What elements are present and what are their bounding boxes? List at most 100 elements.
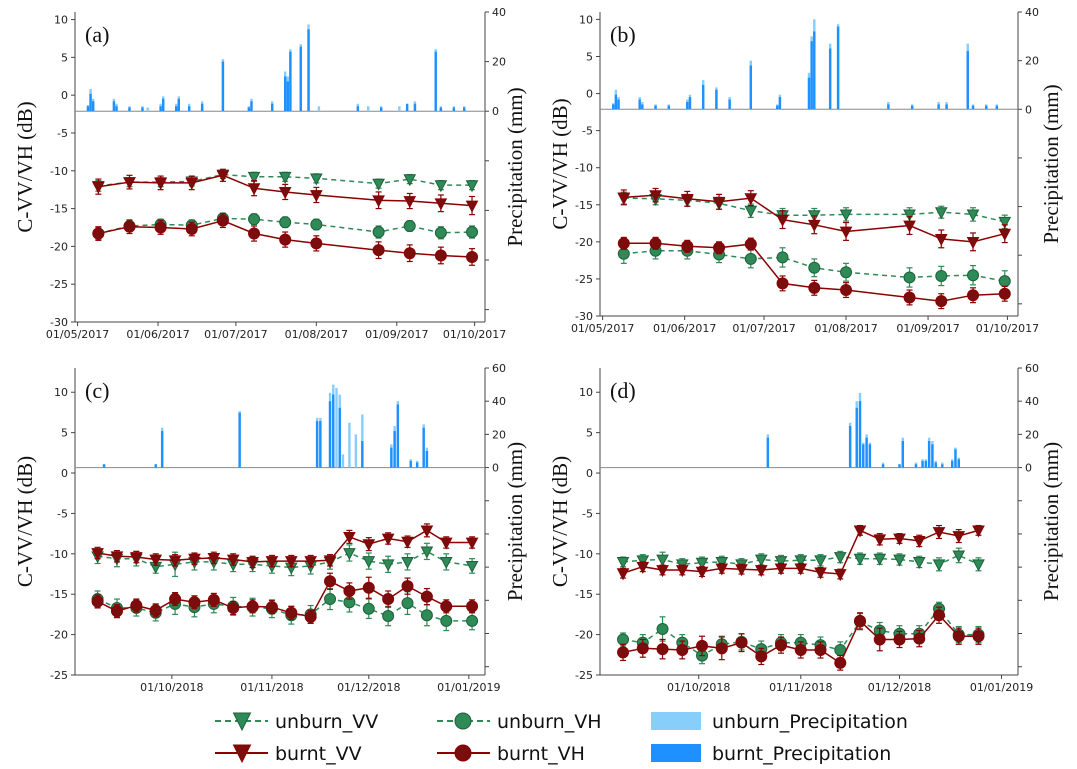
unburn-vv-point <box>278 171 292 184</box>
unburn-vh-point <box>656 622 669 635</box>
burnt-vv-point <box>420 525 434 538</box>
y2-axis-label: Precipitation (mm) <box>1039 442 1063 601</box>
precip-burnt-bar <box>319 421 322 468</box>
unburn-vv-point <box>343 548 356 561</box>
x-tick-label: 01/12/2018 <box>337 681 400 694</box>
precip-burnt-bar <box>393 431 396 468</box>
precip-burnt-bar <box>957 459 960 468</box>
y-tick-label: -20 <box>575 629 593 642</box>
unburn-vh-point <box>967 269 980 282</box>
precip-burnt-bar <box>614 94 618 110</box>
legend-label-unburn-precipitation: unburn_Precipitation <box>712 711 908 733</box>
precip-burnt-bar <box>641 104 644 110</box>
y-axis-label: C-VV/VH (dB) <box>548 456 572 587</box>
precip-burnt-bar <box>141 107 144 112</box>
y-tick-label: 0 <box>586 88 593 101</box>
unburn-vh-point <box>998 275 1011 288</box>
precip-burnt-bar <box>416 462 419 468</box>
precip-burnt-bar <box>413 103 417 112</box>
panel-a: 10 5 0 -5 -10 -15 -20 -25 -30 0 20 40 01/05/2017 01/0… <box>13 6 527 341</box>
precip-burnt-bar <box>89 93 92 112</box>
unburn-vh-point <box>324 593 337 606</box>
unburn-vh-point <box>372 226 385 239</box>
burnt-vv-point <box>853 525 867 538</box>
unburn-vv-point <box>715 556 729 570</box>
legend-label-burnt-vv: burnt_VV <box>275 743 362 765</box>
y-tick-label: 10 <box>54 386 68 399</box>
unburn-vv-point <box>372 178 385 191</box>
x-tick-label: 01/10/2017 <box>443 328 506 341</box>
y2-axis-label: Precipitation (mm) <box>503 87 527 246</box>
precip-burnt-bar <box>937 104 940 110</box>
burnt-vv-point <box>323 555 337 568</box>
y-tick-label: -30 <box>575 310 593 323</box>
burnt-vv-point <box>932 527 946 540</box>
unburn-vv-point <box>839 209 853 222</box>
x-tick-label: 01/06/2017 <box>653 322 716 335</box>
burnt-vh-point <box>362 581 375 594</box>
burnt-vv-point <box>434 198 448 211</box>
precip-burnt-bar <box>836 26 840 110</box>
precip-burnt-bar <box>865 437 868 468</box>
unburn-vv-point <box>656 554 669 567</box>
precip-burnt-bar <box>112 101 116 112</box>
burnt-vh-point <box>324 575 337 588</box>
precip-burnt-bar <box>810 41 813 110</box>
y-tick-label: 0 <box>61 89 68 102</box>
y-tick-label: -5 <box>57 127 68 140</box>
unburn-vv-point <box>774 556 788 569</box>
precip-burnt-bar <box>271 103 274 112</box>
y-tick-label: -5 <box>57 507 68 520</box>
x-tick-label: 01/05/2017 <box>46 328 109 341</box>
burnt-vh-point <box>466 250 479 263</box>
burnt-vh-point <box>207 593 220 606</box>
y2-tick-label: 40 <box>492 6 506 19</box>
y2-tick-label: 20 <box>492 428 506 441</box>
y2-tick-label: 60 <box>492 362 506 375</box>
precip-burnt-bar <box>238 412 241 468</box>
burnt-vh-point <box>775 639 788 652</box>
unburn-vh-point <box>935 269 948 282</box>
burnt-vv-point <box>403 196 417 209</box>
precip-burnt-bar <box>701 84 705 110</box>
unburn-vh-point <box>744 252 757 265</box>
precip-burnt-bar <box>688 97 692 110</box>
precip-unburn-bar <box>335 387 338 468</box>
unburn-vh-point <box>310 218 323 231</box>
burnt-vv-point <box>123 177 136 190</box>
burnt-vv-point <box>465 200 479 213</box>
legend-label-burnt-vh: burnt_VH <box>497 743 585 765</box>
burnt-vv-point <box>149 554 163 567</box>
y-tick-label: 5 <box>586 50 593 63</box>
y2-axis-label: Precipitation (mm) <box>503 442 527 601</box>
panel-b: 10 5 0 -5 -10 -15 -20 -25 -30 0 20 40 01/05/2017 01/0… <box>548 6 1063 335</box>
burnt-vh-point <box>310 237 323 250</box>
burnt-vh-point <box>952 630 965 643</box>
precip-burnt-bar <box>881 464 885 468</box>
y2-tick-label: 60 <box>1025 362 1039 375</box>
burnt-vh-point <box>873 633 886 646</box>
panel-d: 10 5 0 -5 -10 -15 -20 -25 0 20 40 60 01/10/2018 01/11… <box>548 362 1063 694</box>
burnt-vv-line <box>98 174 473 207</box>
precip-burnt-bar <box>159 106 162 112</box>
burnt-vh-point <box>713 241 726 254</box>
precip-burnt-bar <box>901 441 905 468</box>
precip-burnt-bar <box>985 105 988 110</box>
y-tick-label: -25 <box>50 669 68 682</box>
y-tick-label: -10 <box>50 165 68 178</box>
precip-burnt-bar <box>452 107 456 112</box>
unburn-vv-point <box>465 561 479 574</box>
precip-burnt-bar <box>154 464 157 468</box>
x-tick-label: 01/05/2017 <box>571 322 634 335</box>
precip-burnt-bar <box>862 444 865 468</box>
y-tick-label: -15 <box>50 203 68 216</box>
precip-burnt-bar <box>162 98 165 112</box>
y2-tick-label: 40 <box>1025 6 1039 19</box>
unburn-vv-point <box>401 556 414 570</box>
burnt-vh-point <box>149 604 162 617</box>
x-tick-label: 01/06/2017 <box>126 328 189 341</box>
y-tick-label: -20 <box>50 240 68 253</box>
unburn-vv-point <box>695 557 709 570</box>
y-tick-label: 10 <box>579 386 593 399</box>
burnt-vv-point <box>92 181 105 194</box>
